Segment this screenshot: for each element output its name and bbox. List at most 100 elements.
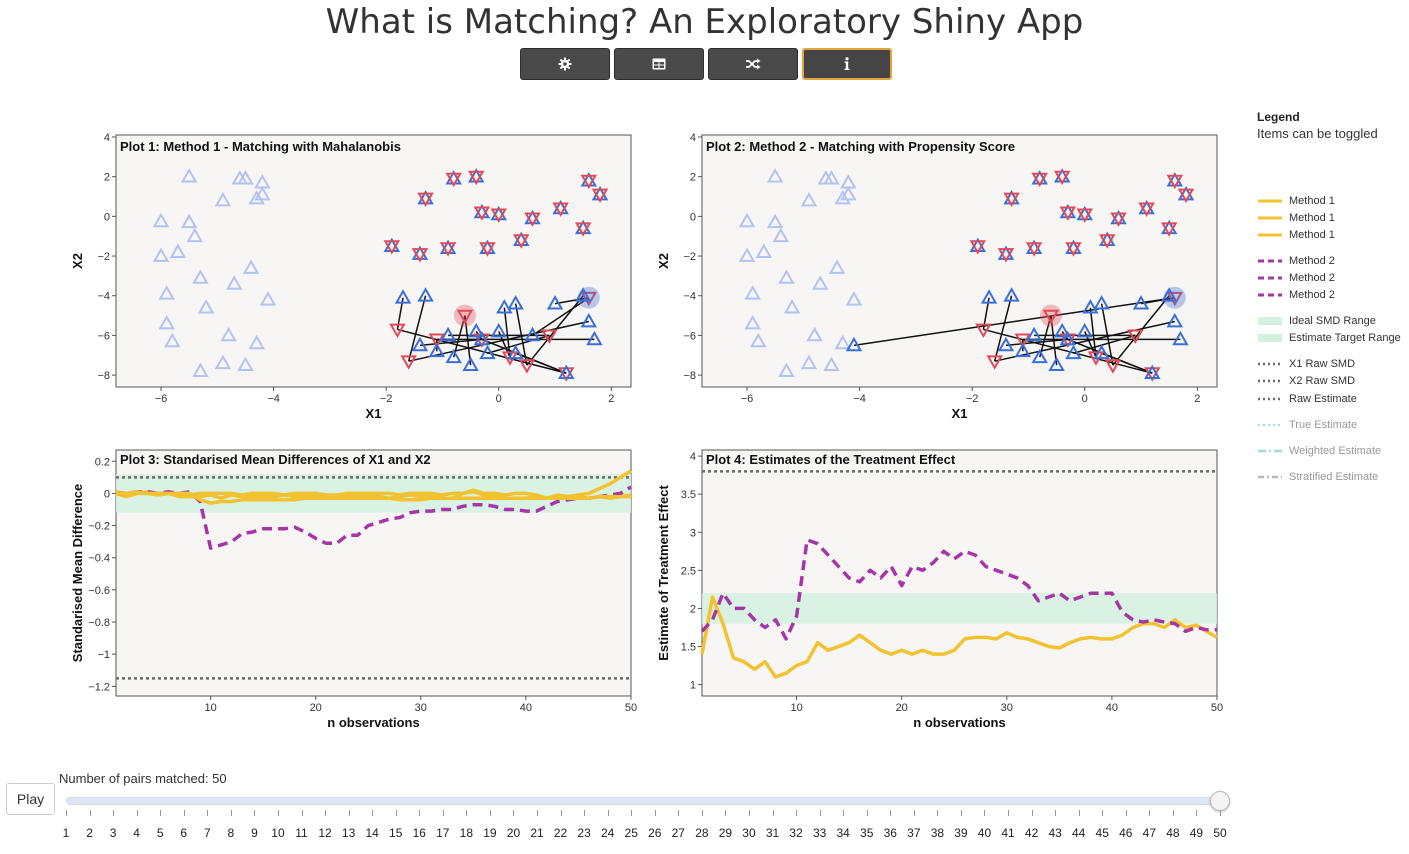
legend-swatch (1258, 259, 1282, 263)
plot2-treated-point (1099, 234, 1116, 249)
plot3-xlabel: n observations (327, 715, 419, 730)
slider-tick-label: 33 (812, 826, 827, 840)
plot1-control-point (254, 186, 271, 201)
plot4-ytick-label: 3 (690, 527, 696, 539)
slider-tick (1031, 810, 1033, 816)
plot1-control-point (192, 269, 209, 284)
plot2-treated-point (1160, 222, 1178, 237)
slider-tick (866, 810, 868, 816)
legend-item[interactable]: Stratified Estimate (1257, 469, 1378, 485)
plot2-treated-point (1104, 359, 1122, 374)
slider-tick-label: 28 (695, 826, 709, 840)
plot1-control-point (192, 362, 209, 378)
plot1-match-line (514, 303, 528, 366)
plot1-control-point (152, 212, 170, 228)
plot1-control-point (164, 332, 181, 348)
legend-item[interactable]: Method 1 (1257, 210, 1335, 226)
legend-item[interactable]: Method 2 (1257, 270, 1335, 286)
legend-item[interactable]: Weighted Estimate (1257, 443, 1381, 459)
slider-tick-label: 15 (389, 826, 403, 840)
plot3-xtick-label: 20 (310, 702, 322, 714)
plot1-control-point (558, 364, 575, 379)
legend-item[interactable]: Method 1 (1257, 227, 1335, 243)
plot4-xtick-label: 40 (1106, 702, 1118, 714)
slider-tick (348, 810, 350, 816)
table-button[interactable] (614, 48, 704, 80)
plot1-ytick-label: −4 (97, 291, 110, 303)
slider-tick-label: 7 (203, 826, 211, 840)
plot3-ytick-label: 0.2 (95, 456, 110, 468)
legend-swatch (1258, 276, 1282, 280)
legend-item[interactable]: Method 1 (1257, 193, 1335, 209)
plot2-control-point (772, 227, 790, 243)
slider-tick-label: 35 (860, 826, 874, 840)
plot2-ytick-label: 0 (690, 211, 696, 223)
pairs-slider[interactable] (66, 797, 1220, 805)
plot4-ytick-label: 2.5 (681, 565, 696, 577)
legend-swatch (1258, 233, 1282, 237)
plot2-control-point (834, 189, 851, 205)
plot2-control-point (1048, 356, 1065, 372)
legend-item[interactable]: X1 Raw SMD (1257, 356, 1355, 372)
slider-tick-label: 17 (436, 826, 450, 840)
legend-item[interactable]: Raw Estimate (1257, 391, 1357, 407)
plot1-control-point (237, 356, 254, 372)
legend-item[interactable]: Method 2 (1257, 287, 1335, 303)
legend-swatch (1258, 334, 1282, 342)
info-icon (843, 57, 851, 71)
slider-tick-label: 37 (907, 826, 921, 840)
slider-tick (466, 810, 468, 816)
legend-item[interactable]: X2 Raw SMD (1257, 373, 1355, 389)
plot2-treated-point (1127, 329, 1144, 344)
plot2-control-point (840, 186, 857, 201)
legend-item[interactable]: Estimate Target Range (1257, 330, 1401, 346)
legend-subtitle: Items can be toggled (1257, 126, 1378, 141)
plot1-control-point (394, 289, 412, 304)
plot1-treated-point (417, 192, 434, 208)
plot4-title: Plot 4: Estimates of the Treatment Effec… (706, 452, 956, 467)
legend-item[interactable]: Method 2 (1257, 253, 1335, 269)
plot1-control-point (225, 275, 243, 290)
slider-tick-label: 8 (227, 826, 235, 840)
legend-item-label: X1 Raw SMD (1289, 358, 1356, 370)
settings-button[interactable] (520, 48, 610, 80)
slider-tick (136, 810, 138, 816)
play-button[interactable]: Play (6, 783, 55, 815)
slider-tick (1055, 810, 1057, 816)
slider-tick (254, 810, 256, 816)
plot2-ytick-label: 4 (690, 132, 696, 144)
plot1-ytick-label: 4 (104, 132, 110, 144)
slider-handle[interactable] (1210, 791, 1230, 811)
plot2-treated-point (1014, 333, 1032, 348)
plot2-control-point (823, 356, 840, 372)
plot1-control-point (580, 313, 598, 328)
info-button[interactable] (802, 48, 892, 80)
plot2-control-point (1053, 322, 1071, 338)
plot2-control-point (744, 314, 761, 330)
slider-tick (372, 810, 374, 816)
plot1-control-point (197, 299, 215, 314)
plot2-control-point (1059, 330, 1077, 346)
plot2-control-point (1093, 295, 1110, 310)
slider-tick (183, 810, 185, 816)
legend-swatch (1258, 317, 1282, 325)
plot4-xtick-label: 50 (1211, 702, 1223, 714)
plot4-xtick-label: 20 (896, 702, 908, 714)
plot4-xtick-label: 30 (1001, 702, 1013, 714)
legend-item[interactable]: True Estimate (1257, 417, 1357, 433)
plot2-control-point (1132, 295, 1150, 310)
slider-tick (796, 810, 798, 816)
slider-tick-label: 44 (1072, 826, 1086, 840)
slider-tick (301, 810, 303, 816)
legend-item[interactable]: Ideal SMD Range (1257, 313, 1376, 329)
plot3-title: Plot 3: Standarised Mean Differences of … (120, 452, 431, 467)
plot4-ytick-label: 3.5 (681, 489, 696, 501)
slider-tick-label: 16 (412, 826, 426, 840)
legend-swatch (1258, 362, 1282, 366)
shuffle-button[interactable] (708, 48, 798, 80)
plot1-control-point (248, 334, 265, 350)
plot1-treated-point (490, 208, 507, 223)
slider-tick (442, 810, 444, 816)
plot1-xtick-label: −6 (155, 393, 168, 405)
plot2-control-point (1166, 313, 1184, 328)
